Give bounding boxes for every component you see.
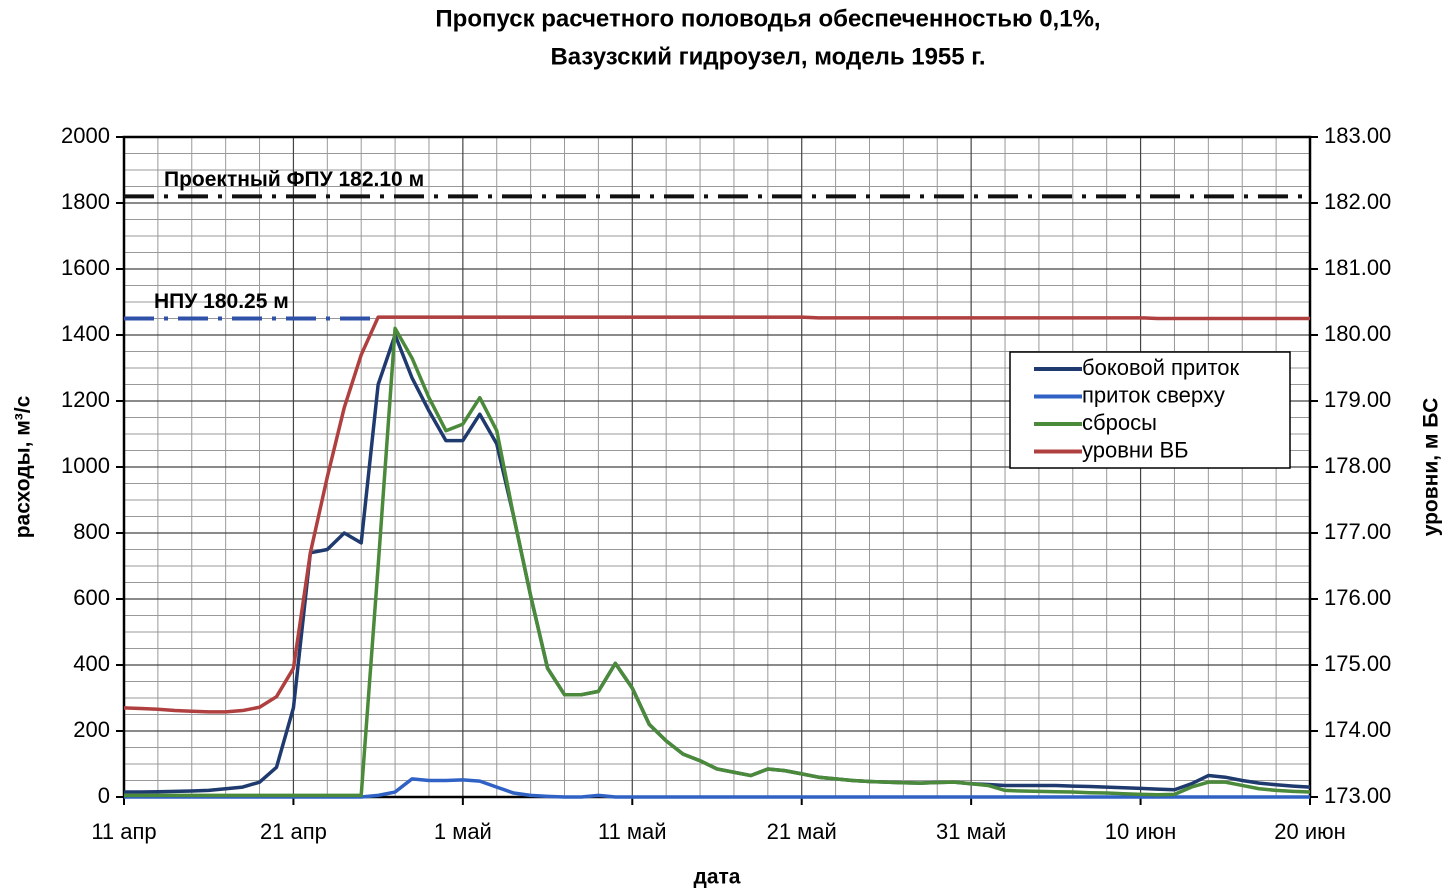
chart-title: Пропуск расчетного половодья обеспеченно…	[435, 5, 1100, 32]
y2-tick-label: 182.00	[1324, 189, 1391, 214]
series-line	[124, 326, 1311, 798]
y-tick-label: 0	[98, 783, 110, 808]
y2-tick-label: 183.00	[1324, 123, 1391, 148]
y2-axis-label: уровни, м БС	[1420, 398, 1443, 537]
y-tick-label: 600	[73, 585, 110, 610]
y2-tick-label: 181.00	[1324, 255, 1391, 280]
x-tick-label: 1 май	[434, 819, 492, 844]
y-tick-label: 1800	[61, 189, 110, 214]
series-line	[123, 315, 1310, 714]
x-tick-label: 11 май	[598, 819, 667, 844]
y2-tick-label: 178.00	[1324, 453, 1391, 478]
y-tick-label: 800	[73, 519, 110, 544]
y2-tick-label: 175.00	[1324, 651, 1391, 676]
y2-tick-label: 176.00	[1324, 585, 1391, 610]
y-tick-label: 200	[73, 717, 110, 742]
y2-tick-label: 179.00	[1324, 387, 1391, 412]
x-tick-label: 21 апр	[260, 819, 327, 844]
chart-title: Вазузский гидроузел, модель 1955 г.	[550, 43, 985, 70]
legend-label: уровни ВБ	[1082, 437, 1189, 462]
legend-label: боковой приток	[1082, 355, 1240, 380]
y2-tick-label: 177.00	[1324, 519, 1391, 544]
x-axis-label: дата	[694, 866, 741, 889]
y2-tick-label: 173.00	[1324, 783, 1391, 808]
y-axis-label: расходы, м³/с	[12, 395, 35, 538]
legend-box	[1009, 351, 1291, 469]
x-tick-label: 20 июн	[1274, 819, 1346, 844]
x-tick-label: 10 июн	[1105, 819, 1177, 844]
legend-label: сбросы	[1082, 410, 1157, 435]
reference-label: Проектный ФПУ 182.10 м	[164, 168, 424, 191]
y-tick-label: 1000	[61, 453, 110, 478]
y-tick-label: 1400	[61, 321, 110, 346]
y-tick-label: 400	[73, 651, 110, 676]
x-tick-label: 21 май	[767, 819, 837, 844]
y-tick-label: 2000	[61, 123, 110, 148]
y2-tick-label: 180.00	[1324, 321, 1391, 346]
y-tick-label: 1600	[61, 255, 110, 280]
x-tick-label: 31 май	[936, 819, 1006, 844]
legend-label: приток сверху	[1082, 382, 1225, 407]
y-tick-label: 1200	[61, 387, 110, 412]
x-tick-label: 11 апр	[91, 819, 156, 844]
reference-label: НПУ 180.25 м	[154, 290, 289, 313]
y2-tick-label: 174.00	[1324, 717, 1391, 742]
